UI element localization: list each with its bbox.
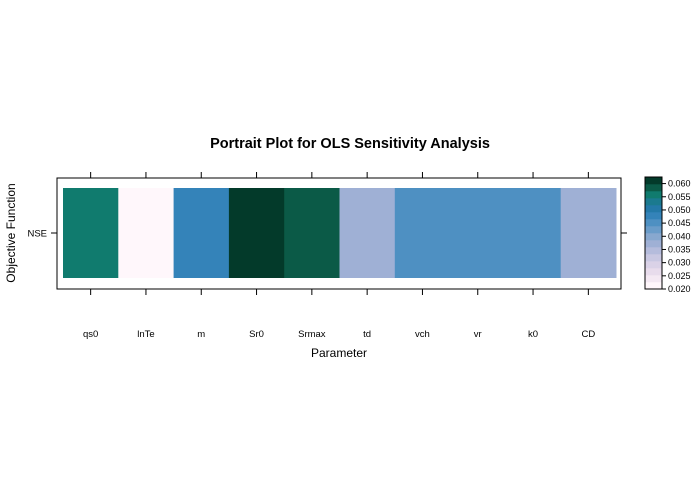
y-tick-label-NSE: NSE	[27, 229, 47, 240]
colorbar-tick-label: 0.040	[668, 231, 691, 241]
colorbar-swatch	[645, 198, 662, 206]
x-tick-label-vr: vr	[474, 329, 482, 340]
colorbar-swatch	[645, 282, 662, 290]
heatmap-cells	[63, 188, 617, 278]
colorbar-swatch	[645, 177, 662, 185]
colorbar-tick-label: 0.025	[668, 271, 691, 281]
x-tick-label-lnTe: lnTe	[137, 329, 154, 340]
heatmap-cell-CD	[560, 188, 617, 278]
chart-title: Portrait Plot for OLS Sensitivity Analys…	[210, 136, 490, 152]
heatmap-cell-vr	[450, 188, 506, 278]
x-tick-label-Sr0: Sr0	[249, 329, 264, 340]
x-tick-label-td: td	[363, 329, 371, 340]
x-tick-labels: qs0 lnTe m Sr0 Srmax td vch vr k0 CD	[83, 329, 595, 340]
x-tick-label-m: m	[197, 329, 205, 340]
colorbar-tick-label: 0.045	[668, 218, 691, 228]
colorbar-swatch	[645, 240, 662, 248]
colorbar: 0.020 0.025 0.030 0.035 0.040 0.045 0.050 0.055…	[644, 176, 691, 294]
axis-ticks	[51, 172, 627, 295]
heatmap-cell-k0	[505, 188, 562, 278]
heatmap-cell-lnTe	[118, 188, 175, 278]
colorbar-swatch	[645, 212, 662, 220]
x-axis-label: Parameter	[311, 346, 367, 360]
colorbar-tick-label: 0.050	[668, 205, 691, 215]
x-tick-label-Srmax: Srmax	[298, 329, 326, 340]
heatmap-cell-qs0	[63, 188, 119, 278]
colorbar-swatch	[645, 219, 662, 227]
colorbar-swatch	[645, 205, 662, 213]
colorbar-tick-label: 0.055	[668, 192, 691, 202]
y-axis-label: Objective Function	[4, 183, 18, 282]
colorbar-swatch	[645, 184, 662, 192]
x-tick-label-CD: CD	[581, 329, 595, 340]
colorbar-tick-label: 0.035	[668, 244, 691, 254]
colorbar-swatch	[645, 191, 662, 199]
colorbar-swatch	[645, 261, 662, 269]
colorbar-swatch	[645, 268, 662, 276]
colorbar-tick-label: 0.020	[668, 284, 691, 294]
heatmap-cell-td	[339, 188, 396, 278]
colorbar-swatch	[645, 275, 662, 283]
colorbar-frame	[644, 176, 663, 290]
heatmap-cell-vch	[394, 188, 451, 278]
heatmap-cell-Srmax	[284, 188, 340, 278]
colorbar-swatch	[645, 233, 662, 241]
x-tick-label-qs0: qs0	[83, 329, 98, 340]
heatmap-cell-m	[173, 188, 230, 278]
x-tick-label-k0: k0	[528, 329, 538, 340]
y-tick-labels: NSE	[27, 229, 47, 240]
heatmap-cell-Sr0	[228, 188, 285, 278]
colorbar-tick-label: 0.030	[668, 258, 691, 268]
colorbar-swatch	[645, 247, 662, 255]
colorbar-tick-label: 0.060	[668, 179, 691, 189]
x-tick-label-vch: vch	[415, 329, 430, 340]
colorbar-swatch	[645, 254, 662, 262]
colorbar-swatch	[645, 226, 662, 234]
